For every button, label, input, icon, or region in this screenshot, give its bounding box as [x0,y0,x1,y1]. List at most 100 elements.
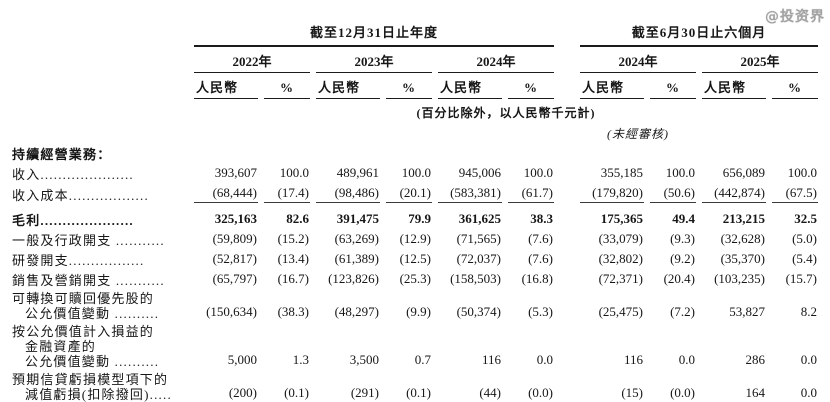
value-cell: 53,827 [729,304,765,319]
value-cell: (52,817) [212,251,257,266]
empty-cell [194,121,554,144]
value-cell: (7.6) [528,251,553,266]
row-label: 可轉換可贖回優先股的 公允價值變動 .......... [12,288,188,321]
value-cell: (0.0) [670,385,695,400]
value-cell: 100.0 [401,165,431,180]
value-cell: (12.9) [399,231,431,246]
value-cell: (15.7) [785,271,817,286]
units-note-row: (百分比除外，以人民幣千元計) [12,99,818,121]
value-cell: (0.1) [284,385,309,400]
annual-period-header: 截至12月31日止年度 [194,22,554,47]
section-gap [560,203,574,228]
value-cell: (38.3) [277,304,309,319]
value-cell [386,144,432,162]
empty-cell [12,99,188,121]
value-cell [702,144,766,162]
section-gap [560,182,574,203]
value-cell: 0.0 [800,352,817,367]
value-cell: (61,389) [334,251,379,266]
year-header-2024: 2024年 [438,47,554,73]
value-cell: 82.6 [286,211,309,226]
value-cell: 49.4 [672,211,695,226]
value-cell: 393,607 [214,165,257,180]
value-cell: (179,820) [580,182,644,203]
value-cell: (48,297) [334,304,379,319]
selling-and-marketing-expenses: 銷售及營銷開支 ........... (65,797) (16.7) (123,82… [12,268,818,288]
value-cell: (35,370) [720,251,765,266]
impairment-losses-ecl-model: 預期信貸虧損模型項下的 減值虧損(扣除撥回)..... (200) (0.1) (291… [12,369,818,402]
period-header-row: 截至12月31日止年度 截至6月30日止六個月 [12,22,818,47]
rmb-column-header: 人民幣 [316,73,380,99]
value-cell: (583,381) [438,182,502,203]
row-label: 收入成本.................. [12,182,188,203]
value-cell: 100.0 [523,165,553,180]
section-gap [560,288,574,321]
section-gap [560,47,574,73]
empty-cell [12,47,188,73]
row-label: 收入..................... [12,162,188,182]
value-cell: (9.2) [670,251,695,266]
value-cell: 489,961 [336,165,379,180]
value-cell: (72,037) [456,251,501,266]
value-cell: (68,444) [194,182,258,203]
value-cell: (65,797) [212,271,257,286]
value-cell: (67.5) [772,182,818,203]
value-cell: (63,269) [334,231,379,246]
section-gap [560,162,574,182]
section-gap [560,22,574,47]
rd-expenses: 研發開支................. (52,817) (13.4) (61,3… [12,248,818,268]
gross-profit: 毛利..................... 325,163 82.6 391,47… [12,203,818,228]
empty-cell [12,22,188,47]
value-cell: (32,628) [720,231,765,246]
value-cell [264,144,310,162]
value-cell: 32.5 [794,211,817,226]
value-cell: 286 [745,352,766,367]
fv-change-convertible-redeemable-preferred-shares: 可轉換可贖回優先股的 公允價值變動 .......... (150,634) (38.… [12,288,818,321]
row-label: 毛利..................... [12,203,188,228]
row-label: 預期信貸虧損模型項下的 減值虧損(扣除撥回)..... [12,369,188,402]
value-cell: (17.4) [264,182,310,203]
empty-cell [12,121,188,144]
row-label-line: 收入成本.................. [12,188,149,203]
value-cell: (32,802) [598,251,643,266]
percent-column-header: % [508,73,554,99]
year-header-2023: 2023年 [316,47,432,73]
value-cell: (123,826) [328,271,379,286]
row-label-line: 一般及行政開支 ........... [12,233,165,248]
value-cell: (72,371) [598,271,643,286]
value-cell: (15) [621,385,643,400]
value-cell: 100.0 [787,165,817,180]
value-cell [194,144,258,162]
value-cell: 5,000 [227,352,257,367]
row-label-line: 毛利..................... [12,213,134,228]
value-cell: 116 [481,352,501,367]
value-cell: 116 [623,352,643,367]
value-cell [650,144,696,162]
interim-period-header: 截至6月30日止六個月 [580,22,818,47]
value-cell: (13.4) [277,251,309,266]
value-cell [508,144,554,162]
row-label-line: 可轉換可贖回優先股的 [12,291,155,306]
units-note: (百分比除外，以人民幣千元計) [416,106,596,120]
value-cell: (44) [479,385,501,400]
section-gap [560,248,574,268]
empty-cell [12,73,188,99]
row-label-line: 按公允價值計入損益的 [12,324,155,339]
value-cell: 945,006 [458,165,501,180]
rmb-column-header: 人民幣 [580,73,644,99]
general-and-admin-expenses: 一般及行政開支 ........... (59,809) (15.2) (63,269… [12,228,818,248]
value-cell: 0.7 [414,352,431,367]
value-cell: (5.0) [792,231,817,246]
value-cell: (7.6) [528,231,553,246]
row-label-line: 減值虧損(扣除撥回)..... [25,387,172,402]
value-cell: 361,625 [458,211,501,226]
value-cell: (0.0) [528,385,553,400]
row-label: 持續經營業務： [12,144,188,162]
row-label-line: 金融資產的 [25,339,97,354]
value-cell: (5.4) [792,251,817,266]
section-gap [560,121,574,144]
row-label-line: 銷售及營銷開支 ........... [12,273,165,288]
value-cell: 8.2 [800,304,817,319]
unaudited-note-row: (未經審核) [12,121,818,144]
value-cell: (200) [228,385,257,400]
